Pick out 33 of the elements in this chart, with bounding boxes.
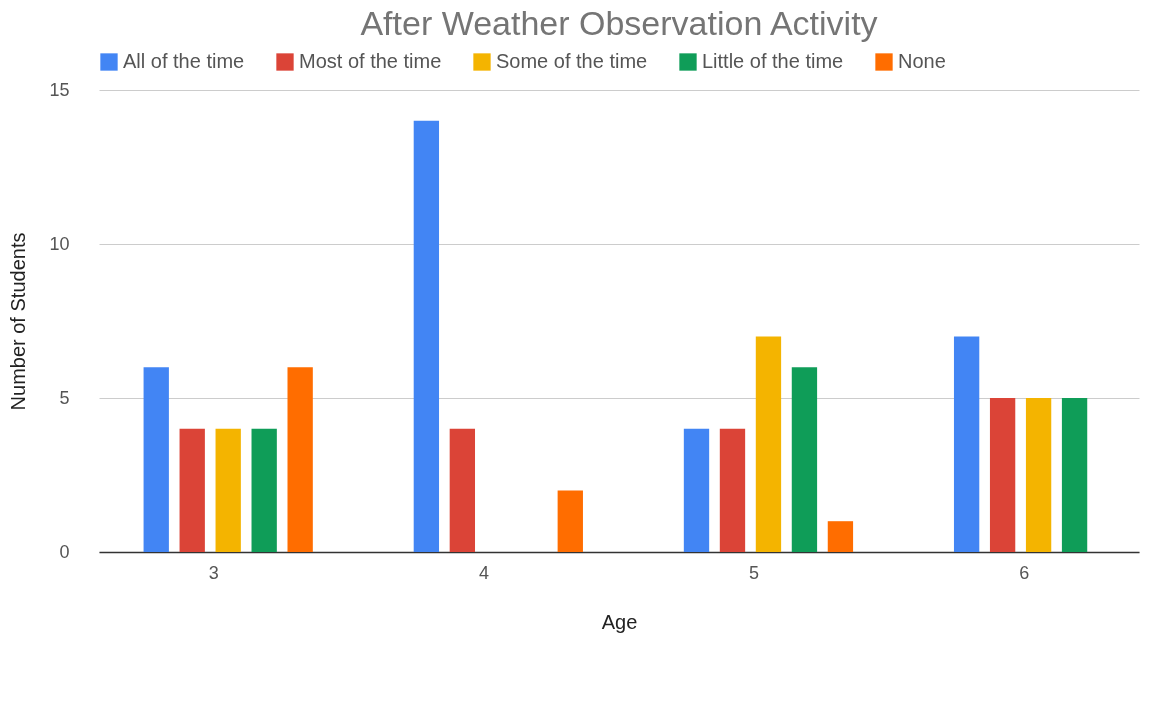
bar xyxy=(215,428,241,552)
bar xyxy=(143,367,169,552)
bar xyxy=(251,428,277,552)
x-tick-label: 6 xyxy=(1019,562,1030,583)
y-axis-title: Number of Students xyxy=(7,232,30,411)
legend-label: Most of the time xyxy=(299,50,442,72)
y-tick-label: 0 xyxy=(59,541,70,562)
bar xyxy=(557,490,583,552)
bar xyxy=(719,428,746,552)
bar xyxy=(989,398,1016,552)
bar xyxy=(791,367,818,552)
y-tick-label: 5 xyxy=(59,387,70,408)
x-tick-label: 4 xyxy=(478,562,489,583)
legend-label: Some of the time xyxy=(496,50,648,72)
chart-title: After Weather Observation Activity xyxy=(360,4,878,42)
x-tick-label: 5 xyxy=(749,562,760,583)
x-tick-label: 3 xyxy=(208,562,219,583)
bar xyxy=(179,428,205,552)
x-axis-title: Age xyxy=(601,610,638,633)
bar xyxy=(287,367,313,552)
legend-label: All of the time xyxy=(123,50,245,72)
bar xyxy=(449,428,476,552)
bar xyxy=(1025,398,1052,552)
bar xyxy=(413,120,440,552)
bar xyxy=(953,336,980,552)
y-tick-label: 10 xyxy=(49,233,70,254)
bar xyxy=(755,336,782,552)
bar xyxy=(827,521,854,552)
bar xyxy=(1061,398,1088,552)
legend-label: Little of the time xyxy=(702,50,844,72)
legend-label: None xyxy=(898,50,946,72)
bar xyxy=(683,428,710,552)
y-tick-label: 15 xyxy=(49,79,70,100)
